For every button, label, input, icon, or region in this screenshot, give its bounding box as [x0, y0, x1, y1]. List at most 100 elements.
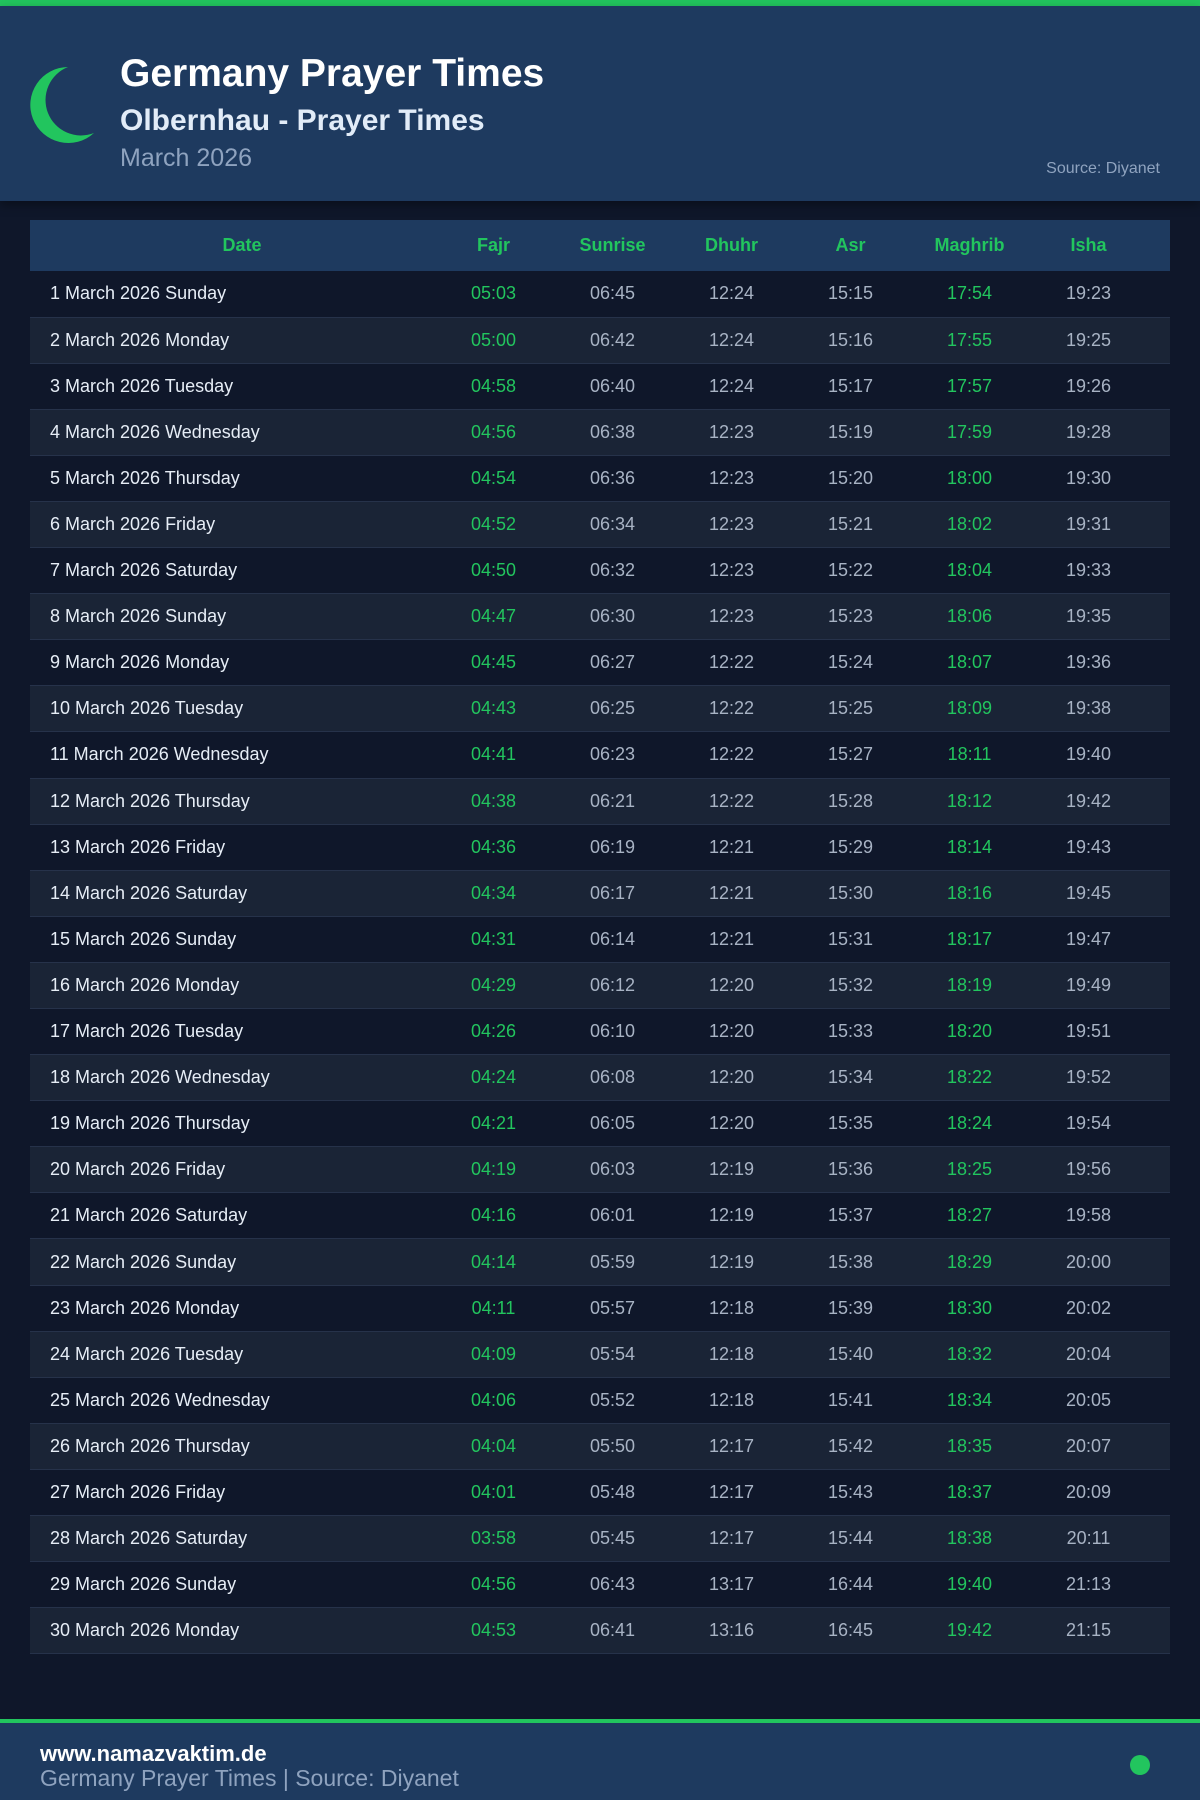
sunrise-cell: 05:45 — [553, 1515, 672, 1563]
month-label: March 2026 — [120, 144, 253, 172]
sunrise-cell: 06:14 — [553, 916, 672, 963]
isha-cell: 19:49 — [1029, 962, 1170, 1010]
page-footer: www.namazvaktim.de Germany Prayer Times … — [0, 1723, 1200, 1800]
table-row: 17 March 2026 Tuesday 04:26 06:10 12:20 15:3… — [30, 1008, 1170, 1056]
column-header-isha: Isha — [1029, 220, 1170, 271]
isha-cell: 19:40 — [1029, 731, 1170, 779]
fajr-cell: 04:43 — [434, 685, 553, 733]
fajr-cell: 04:26 — [434, 1008, 553, 1056]
asr-cell: 15:40 — [791, 1331, 910, 1378]
maghrib-cell: 18:16 — [910, 870, 1029, 917]
date-cell: 28 March 2026 Saturday — [30, 1515, 434, 1563]
column-header-sunrise: Sunrise — [553, 220, 672, 271]
dhuhr-cell: 12:20 — [672, 1008, 791, 1056]
column-header-date: Date — [30, 220, 434, 271]
table-row: 19 March 2026 Thursday 04:21 06:05 12:20 15:… — [30, 1100, 1170, 1148]
table-row: 12 March 2026 Thursday 04:38 06:21 12:22 15:… — [30, 778, 1170, 825]
asr-cell: 16:44 — [791, 1561, 910, 1609]
dhuhr-cell: 12:23 — [672, 409, 791, 456]
table-row: 20 March 2026 Friday 04:19 06:03 12:19 15:36… — [30, 1146, 1170, 1194]
asr-cell: 15:42 — [791, 1423, 910, 1470]
table-row: 16 March 2026 Monday 04:29 06:12 12:20 15:32… — [30, 962, 1170, 1010]
maghrib-cell: 18:09 — [910, 685, 1029, 733]
isha-cell: 19:26 — [1029, 363, 1170, 410]
date-cell: 9 March 2026 Monday — [30, 639, 434, 687]
date-cell: 2 March 2026 Monday — [30, 317, 434, 364]
maghrib-cell: 18:17 — [910, 916, 1029, 963]
fajr-cell: 04:24 — [434, 1054, 553, 1102]
sunrise-cell: 06:32 — [553, 547, 672, 595]
maghrib-cell: 18:25 — [910, 1146, 1029, 1194]
fajr-cell: 05:00 — [434, 317, 553, 364]
sunrise-cell: 06:03 — [553, 1146, 672, 1194]
sunrise-cell: 06:17 — [553, 870, 672, 917]
maghrib-cell: 18:19 — [910, 962, 1029, 1010]
maghrib-cell: 17:55 — [910, 317, 1029, 364]
date-cell: 16 March 2026 Monday — [30, 962, 434, 1010]
table-row: 5 March 2026 Thursday 04:54 06:36 12:23 15:2… — [30, 455, 1170, 502]
dhuhr-cell: 12:22 — [672, 685, 791, 733]
asr-cell: 15:21 — [791, 501, 910, 549]
dhuhr-cell: 12:21 — [672, 824, 791, 871]
table-row: 28 March 2026 Saturday 03:58 05:45 12:17 15:… — [30, 1515, 1170, 1563]
asr-cell: 15:23 — [791, 593, 910, 641]
date-cell: 15 March 2026 Sunday — [30, 916, 434, 963]
asr-cell: 15:34 — [791, 1054, 910, 1102]
date-cell: 19 March 2026 Thursday — [30, 1100, 434, 1148]
dhuhr-cell: 12:23 — [672, 593, 791, 641]
maghrib-cell: 18:20 — [910, 1008, 1029, 1056]
isha-cell: 20:11 — [1029, 1515, 1170, 1563]
fajr-cell: 04:53 — [434, 1607, 553, 1655]
sunrise-cell: 06:21 — [553, 778, 672, 825]
dhuhr-cell: 12:23 — [672, 547, 791, 595]
asr-cell: 15:30 — [791, 870, 910, 917]
fajr-cell: 04:31 — [434, 916, 553, 963]
dhuhr-cell: 12:22 — [672, 639, 791, 687]
site-link[interactable]: www.namazvaktim.de — [40, 1741, 267, 1766]
date-cell: 25 March 2026 Wednesday — [30, 1377, 434, 1424]
sunrise-cell: 06:34 — [553, 501, 672, 549]
asr-cell: 15:31 — [791, 916, 910, 963]
date-cell: 11 March 2026 Wednesday — [30, 731, 434, 779]
isha-cell: 20:04 — [1029, 1331, 1170, 1378]
fajr-cell: 04:16 — [434, 1192, 553, 1240]
footer-accent-line — [0, 1719, 1200, 1723]
maghrib-cell: 18:30 — [910, 1285, 1029, 1332]
date-cell: 3 March 2026 Tuesday — [30, 363, 434, 410]
isha-cell: 19:42 — [1029, 778, 1170, 825]
maghrib-cell: 18:38 — [910, 1515, 1029, 1563]
isha-cell: 19:58 — [1029, 1192, 1170, 1240]
dhuhr-cell: 12:17 — [672, 1515, 791, 1563]
maghrib-cell: 18:02 — [910, 501, 1029, 549]
dhuhr-cell: 12:19 — [672, 1146, 791, 1194]
date-cell: 4 March 2026 Wednesday — [30, 409, 434, 456]
maghrib-cell: 18:00 — [910, 455, 1029, 502]
date-cell: 29 March 2026 Sunday — [30, 1561, 434, 1609]
dhuhr-cell: 12:18 — [672, 1377, 791, 1424]
sunrise-cell: 06:01 — [553, 1192, 672, 1240]
dhuhr-cell: 12:21 — [672, 916, 791, 963]
fajr-cell: 04:04 — [434, 1423, 553, 1470]
sunrise-cell: 06:12 — [553, 962, 672, 1010]
table-row: 18 March 2026 Wednesday 04:24 06:08 12:20 15… — [30, 1054, 1170, 1102]
asr-cell: 15:32 — [791, 962, 910, 1010]
maghrib-cell: 18:22 — [910, 1054, 1029, 1102]
table-row: 10 March 2026 Tuesday 04:43 06:25 12:22 15:2… — [30, 685, 1170, 733]
dhuhr-cell: 12:20 — [672, 1054, 791, 1102]
date-cell: 10 March 2026 Tuesday — [30, 685, 434, 733]
fajr-cell: 04:14 — [434, 1238, 553, 1286]
table-row: 11 March 2026 Wednesday 04:41 06:23 12:22 15… — [30, 731, 1170, 779]
asr-cell: 16:45 — [791, 1607, 910, 1655]
isha-cell: 21:13 — [1029, 1561, 1170, 1609]
sunrise-cell: 06:08 — [553, 1054, 672, 1102]
maghrib-cell: 18:07 — [910, 639, 1029, 687]
sunrise-cell: 06:05 — [553, 1100, 672, 1148]
isha-cell: 19:45 — [1029, 870, 1170, 917]
fajr-cell: 04:58 — [434, 363, 553, 410]
asr-cell: 15:25 — [791, 685, 910, 733]
table-row: 30 March 2026 Monday 04:53 06:41 13:16 16:45… — [30, 1607, 1170, 1655]
footer-text: Germany Prayer Times | Source: Diyanet — [40, 1765, 459, 1791]
date-cell: 6 March 2026 Friday — [30, 501, 434, 549]
fajr-cell: 04:21 — [434, 1100, 553, 1148]
asr-cell: 15:29 — [791, 824, 910, 871]
